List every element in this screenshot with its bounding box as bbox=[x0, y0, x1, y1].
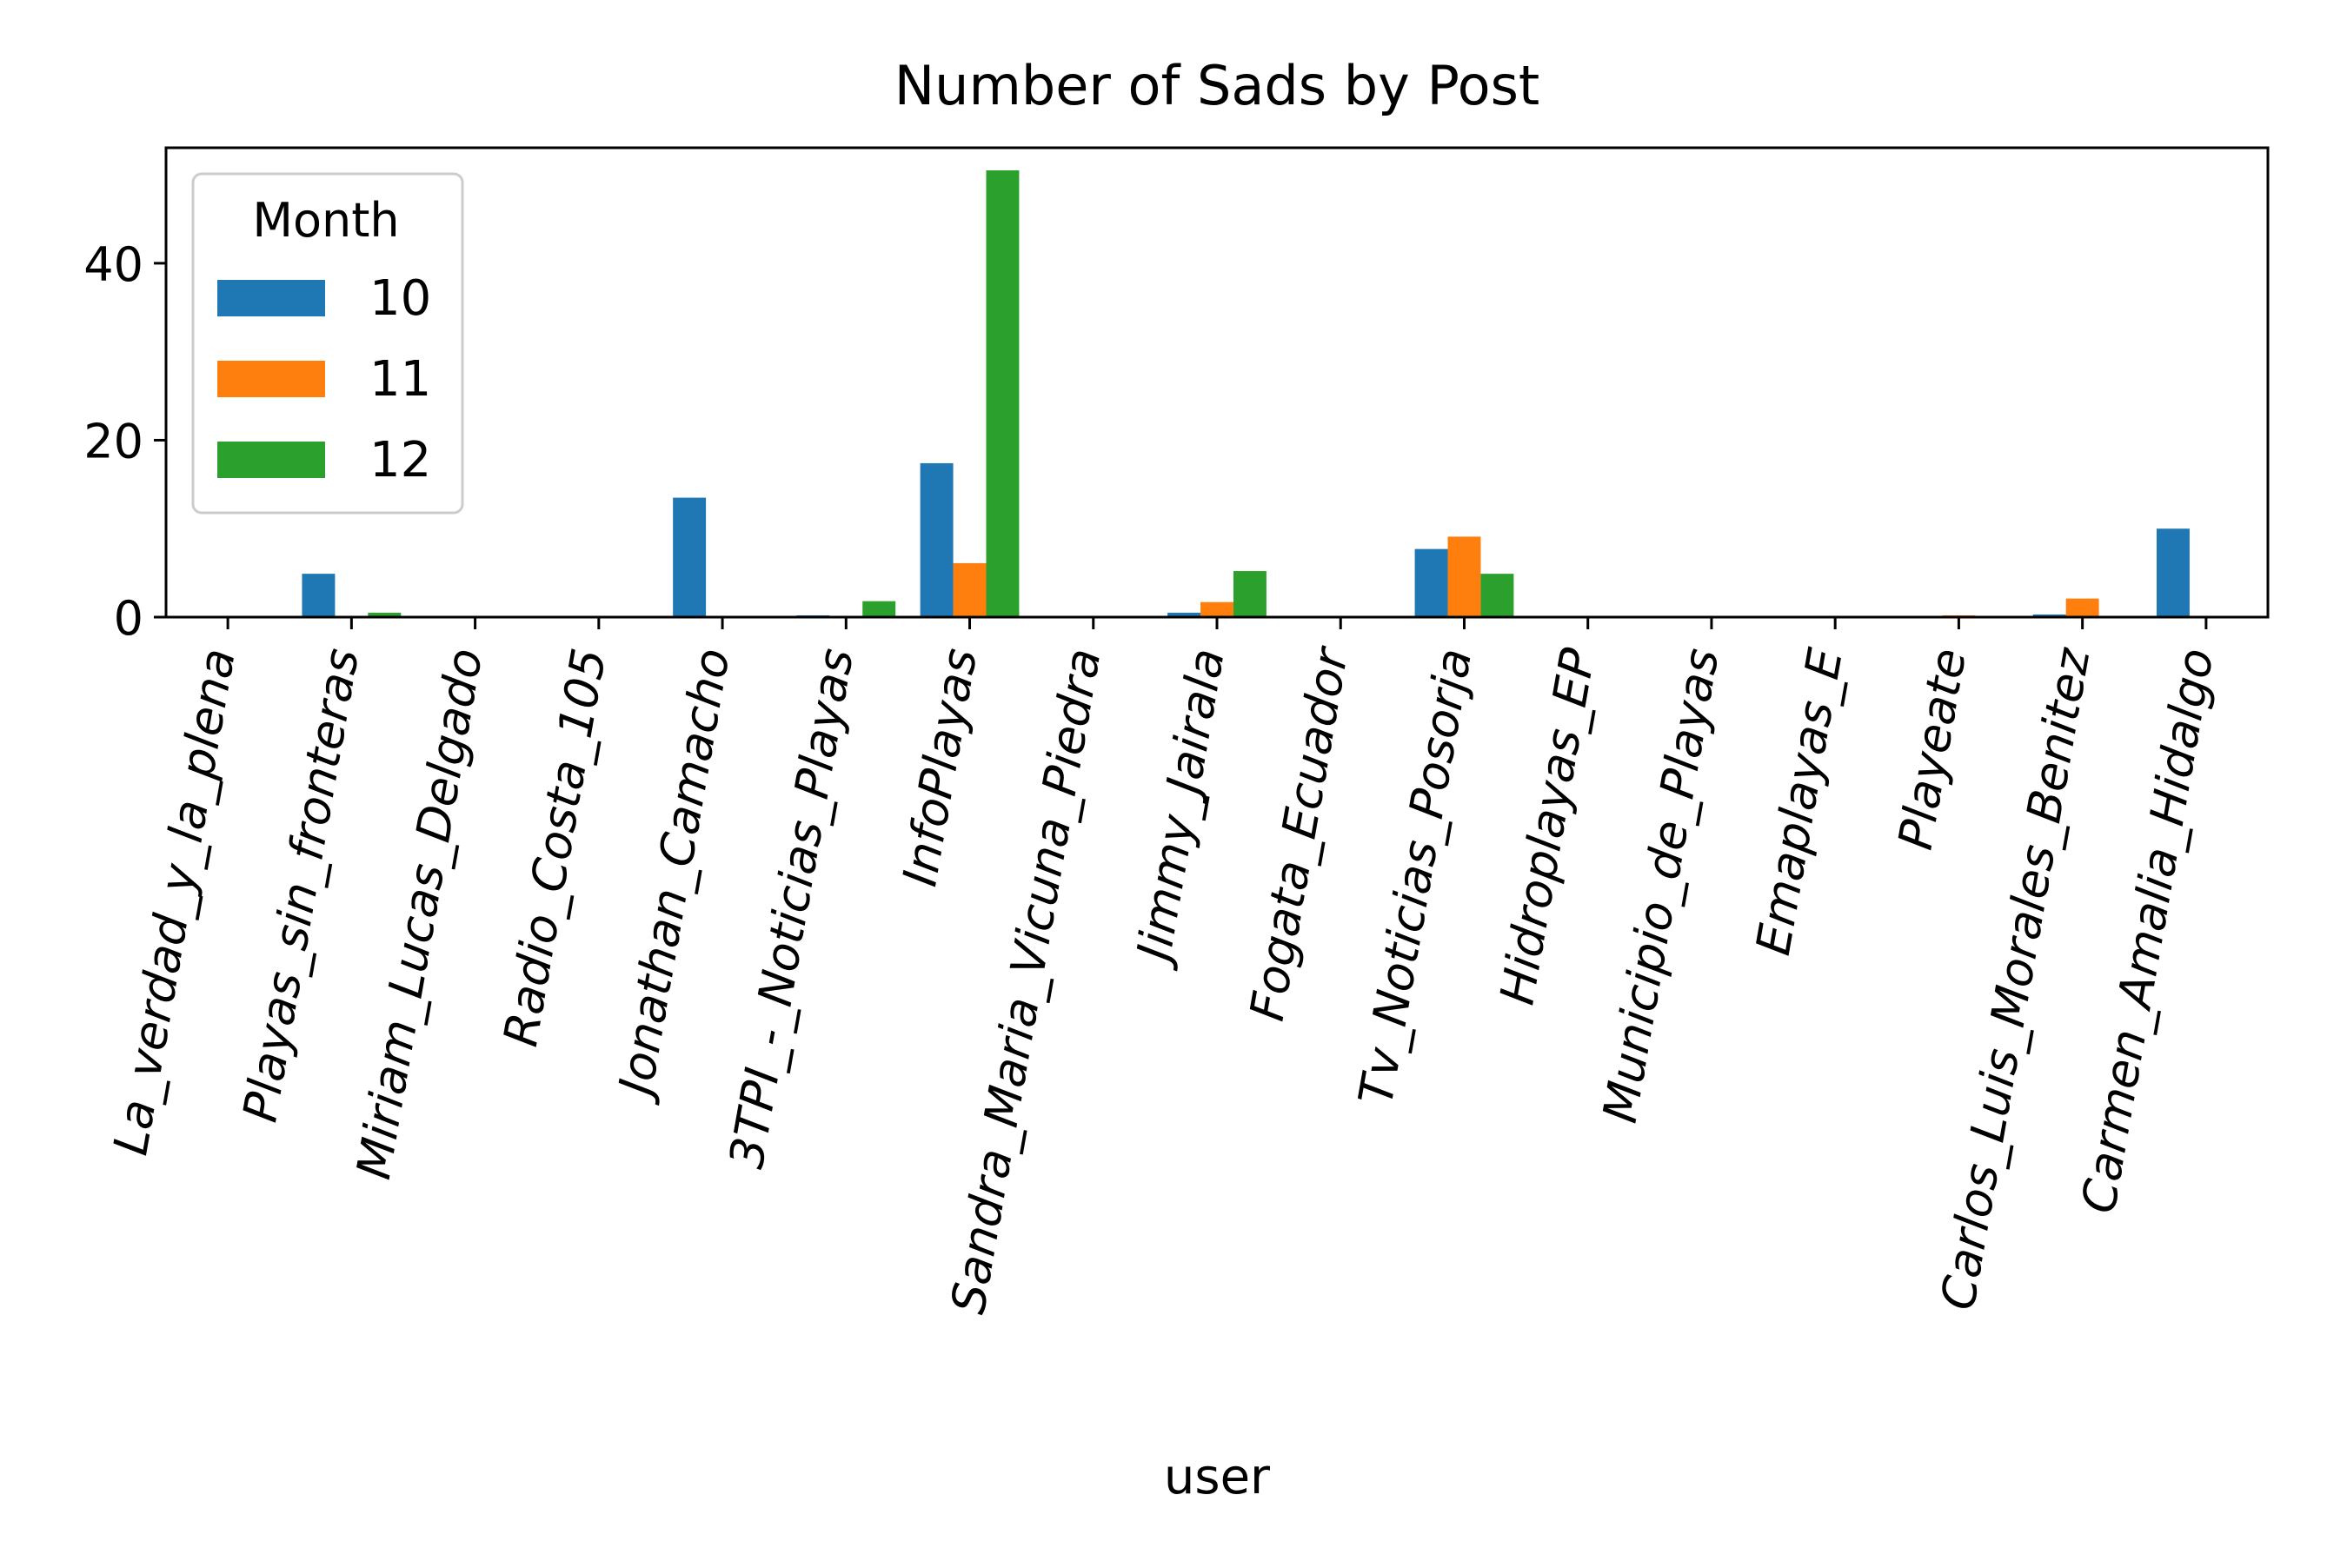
bar-Tv_Noticias_Posorja-month-10 bbox=[1414, 548, 1448, 617]
bar-Playas_sin_fronteras-month-10 bbox=[302, 574, 336, 617]
bars-layer bbox=[302, 170, 2190, 617]
bar-Jimmy_Jairala-month-12 bbox=[1233, 571, 1267, 617]
legend-label-10: 10 bbox=[369, 270, 431, 327]
bar-Carmen_Amalia_Hidalgo-month-10 bbox=[2156, 528, 2190, 617]
x-tick-label: Hidroplayas_EP bbox=[1490, 644, 1606, 1008]
legend-box bbox=[191, 172, 464, 515]
x-tick-label: Tv_Noticias_Posorja bbox=[1348, 644, 1482, 1108]
bar-3TPI_-_Noticias_Playas-month-12 bbox=[862, 601, 896, 617]
bar-Jonathan_Camacho-month-10 bbox=[673, 497, 707, 617]
legend-swatch-12 bbox=[217, 442, 325, 478]
x-tick-label: Jimmy_Jairala bbox=[1125, 644, 1235, 972]
x-tick-label: 3TPI_-_Noticias_Playas bbox=[719, 644, 864, 1172]
x-tick-label: Playeate bbox=[1888, 644, 1978, 854]
legend-label-12: 12 bbox=[369, 432, 431, 488]
x-tick-label: InfoPlayas bbox=[892, 644, 987, 890]
legend-title: Month bbox=[252, 193, 399, 248]
chart-title: Number of Sads by Post bbox=[894, 54, 1539, 117]
legend-swatch-10 bbox=[217, 280, 325, 316]
y-tick-label: 20 bbox=[83, 414, 143, 468]
legend-swatch-11 bbox=[217, 361, 325, 397]
x-tick-label: Playas_sin_fronteras bbox=[232, 644, 369, 1126]
x-tick-label: Emaplayas_E bbox=[1745, 643, 1853, 959]
bar-InfoPlayas-month-11 bbox=[953, 562, 987, 617]
bar-Playas_sin_fronteras-month-12 bbox=[368, 612, 402, 617]
legend: Month 10 11 12 bbox=[191, 172, 464, 515]
x-tick-label: La_verdad_y_la_plena bbox=[103, 644, 246, 1159]
bar-Jimmy_Jairala-month-10 bbox=[1167, 612, 1201, 617]
y-tick-label: 0 bbox=[114, 591, 143, 646]
legend-label-11: 11 bbox=[369, 351, 431, 408]
x-tick-label: Municipio_de_Playas bbox=[1592, 644, 1730, 1126]
x-axis-label: user bbox=[1164, 1449, 1271, 1505]
x-tick-label: Radio_Costa_105 bbox=[493, 644, 616, 1050]
x-tick-label: Miriam_Lucas_Delgado bbox=[346, 644, 493, 1183]
plot-frame bbox=[164, 146, 2270, 619]
bar-Jimmy_Jairala-month-11 bbox=[1200, 601, 1233, 617]
bar-Carlos_Luis_Morales_Benitez-month-11 bbox=[2065, 598, 2099, 617]
bar-Tv_Noticias_Posorja-month-11 bbox=[1447, 536, 1481, 617]
bar-Tv_Noticias_Posorja-month-12 bbox=[1480, 574, 1514, 617]
bar-Carlos_Luis_Morales_Benitez-month-10 bbox=[2032, 614, 2066, 617]
y-tick-label: 40 bbox=[83, 237, 143, 292]
bar-InfoPlayas-month-12 bbox=[986, 170, 1020, 617]
bar-InfoPlayas-month-10 bbox=[920, 462, 954, 617]
x-tick-label: Fogata_Ecuador bbox=[1240, 642, 1360, 1025]
x-tick-label: Carmen_Amalia_Hidalgo bbox=[2071, 644, 2224, 1217]
x-tick-label: Jonathan_Camacho bbox=[607, 644, 741, 1106]
